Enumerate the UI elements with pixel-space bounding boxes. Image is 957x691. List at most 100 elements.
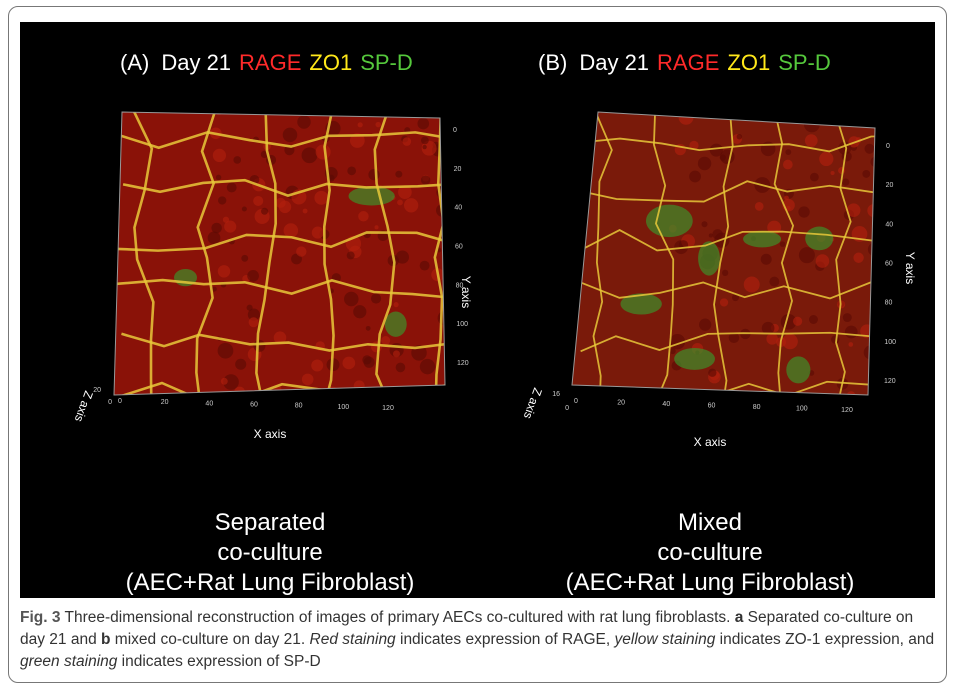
caption-run: Separated co-culture on day 21 and — [20, 609, 918, 648]
red-texture — [708, 368, 717, 377]
red-texture — [933, 352, 947, 366]
cell-boundary — [574, 133, 875, 153]
tick-label: 40 — [454, 205, 462, 212]
cell-boundary — [115, 278, 445, 299]
red-texture — [754, 202, 764, 211]
tick-label: 60 — [708, 403, 716, 410]
red-texture — [311, 359, 324, 372]
cell-boundary — [195, 112, 216, 395]
y-axis-label: Y axis — [459, 276, 473, 308]
tick-label: 40 — [205, 400, 213, 407]
panel-title: (B) Day 21 RAGE ZO1 SP-D — [538, 50, 831, 75]
red-texture — [804, 134, 818, 147]
red-texture — [728, 332, 740, 344]
tick-label: 16 — [552, 391, 560, 398]
red-texture — [769, 276, 780, 287]
day-label: Day 21 — [161, 50, 231, 75]
stain-label: SP-D — [778, 50, 831, 75]
red-texture — [808, 315, 818, 324]
red-texture — [296, 246, 307, 257]
cell-boundary — [773, 112, 795, 395]
x-axis-label: X axis — [694, 435, 727, 449]
tick-label: 60 — [455, 244, 463, 251]
red-texture — [224, 220, 237, 233]
red-texture — [934, 358, 941, 365]
red-texture — [226, 182, 237, 193]
tick-label: 20 — [161, 399, 169, 406]
red-texture — [247, 269, 259, 282]
red-texture — [402, 137, 412, 146]
green-cell — [743, 230, 782, 248]
red-texture — [940, 305, 948, 313]
panel-description: Mixed — [678, 509, 742, 536]
red-texture — [719, 298, 729, 307]
tick-label: 0 — [886, 143, 890, 150]
red-texture — [950, 112, 957, 125]
tick-label: 120 — [884, 378, 896, 385]
red-texture — [393, 302, 399, 308]
panel-description: Separated — [215, 509, 326, 536]
red-texture — [349, 133, 365, 148]
caption: Fig. 3 Three-dimensional reconstruction … — [20, 607, 935, 673]
green-cell — [674, 347, 715, 370]
caption-run: Fig. 3 — [20, 609, 61, 626]
green-cell — [786, 356, 811, 384]
red-texture — [943, 143, 949, 149]
red-texture — [844, 325, 858, 339]
red-texture — [297, 115, 311, 129]
cell-boundary — [580, 331, 875, 353]
red-texture — [701, 221, 708, 228]
red-texture — [362, 355, 372, 365]
red-texture — [220, 377, 228, 385]
red-texture — [241, 206, 247, 212]
green-cell — [698, 241, 720, 276]
cell-boundary — [132, 112, 155, 395]
red-texture — [708, 233, 713, 238]
cell-boundary — [834, 112, 852, 395]
red-texture — [699, 318, 712, 331]
cell-boundary — [433, 112, 445, 395]
bounding-box — [571, 111, 876, 396]
tick-label: 100 — [337, 404, 349, 411]
cell-boundary — [320, 114, 335, 395]
tick-label: 40 — [662, 401, 670, 408]
red-texture — [392, 350, 400, 358]
red-texture — [935, 177, 940, 182]
red-texture — [782, 333, 798, 350]
tick-label: 0 — [108, 399, 112, 406]
red-texture — [417, 117, 430, 130]
figure-frame — [8, 6, 947, 683]
red-texture — [951, 308, 956, 313]
tick-label: 40 — [885, 221, 893, 228]
cell-boundary — [255, 112, 277, 395]
tick-label: 80 — [885, 300, 893, 307]
green-cell — [805, 226, 834, 251]
red-texture — [938, 331, 944, 337]
red-texture — [368, 169, 380, 181]
red-texture — [241, 254, 249, 262]
red-texture — [950, 302, 957, 314]
red-texture — [935, 314, 948, 327]
red-texture — [315, 144, 331, 160]
panel-title: (A) Day 21 RAGE ZO1 SP-D — [120, 50, 413, 75]
red-texture — [217, 342, 234, 359]
stain-label: ZO1 — [727, 50, 770, 75]
red-texture — [862, 170, 871, 178]
red-texture — [395, 362, 406, 373]
red-texture — [375, 121, 381, 128]
tick-label: 120 — [841, 407, 853, 414]
red-texture — [374, 225, 379, 230]
red-texture — [421, 140, 437, 156]
red-texture — [846, 203, 861, 218]
tick-label: 100 — [796, 406, 808, 413]
red-texture — [419, 260, 430, 271]
tick-label: 120 — [457, 360, 469, 367]
caption-run: Three-dimensional reconstruction of imag… — [60, 609, 735, 626]
red-texture — [669, 347, 676, 355]
red-texture — [712, 229, 723, 240]
tick-label: 20 — [617, 400, 625, 407]
figure-image: (A) Day 21 RAGE ZO1 SP-D 0 20 40 60 80 100 120 0 20 40… — [20, 22, 957, 598]
red-texture — [275, 197, 286, 208]
red-texture — [357, 122, 363, 128]
red-texture — [273, 331, 287, 344]
